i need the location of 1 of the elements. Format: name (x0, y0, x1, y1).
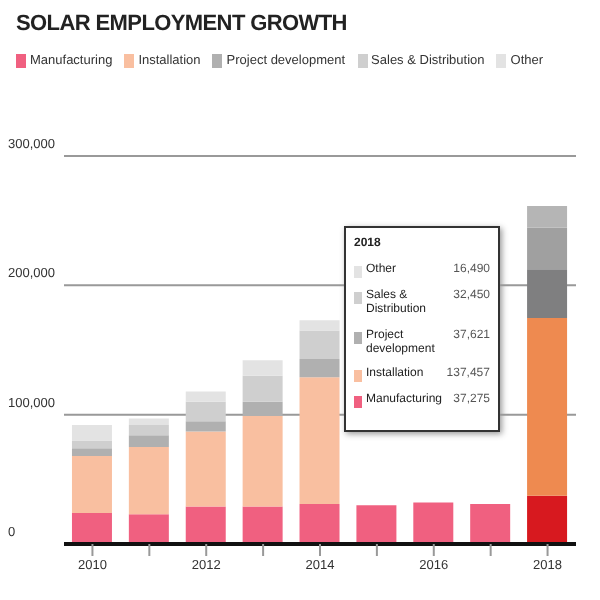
chart-title: SOLAR EMPLOYMENT GROWTH (16, 12, 347, 36)
